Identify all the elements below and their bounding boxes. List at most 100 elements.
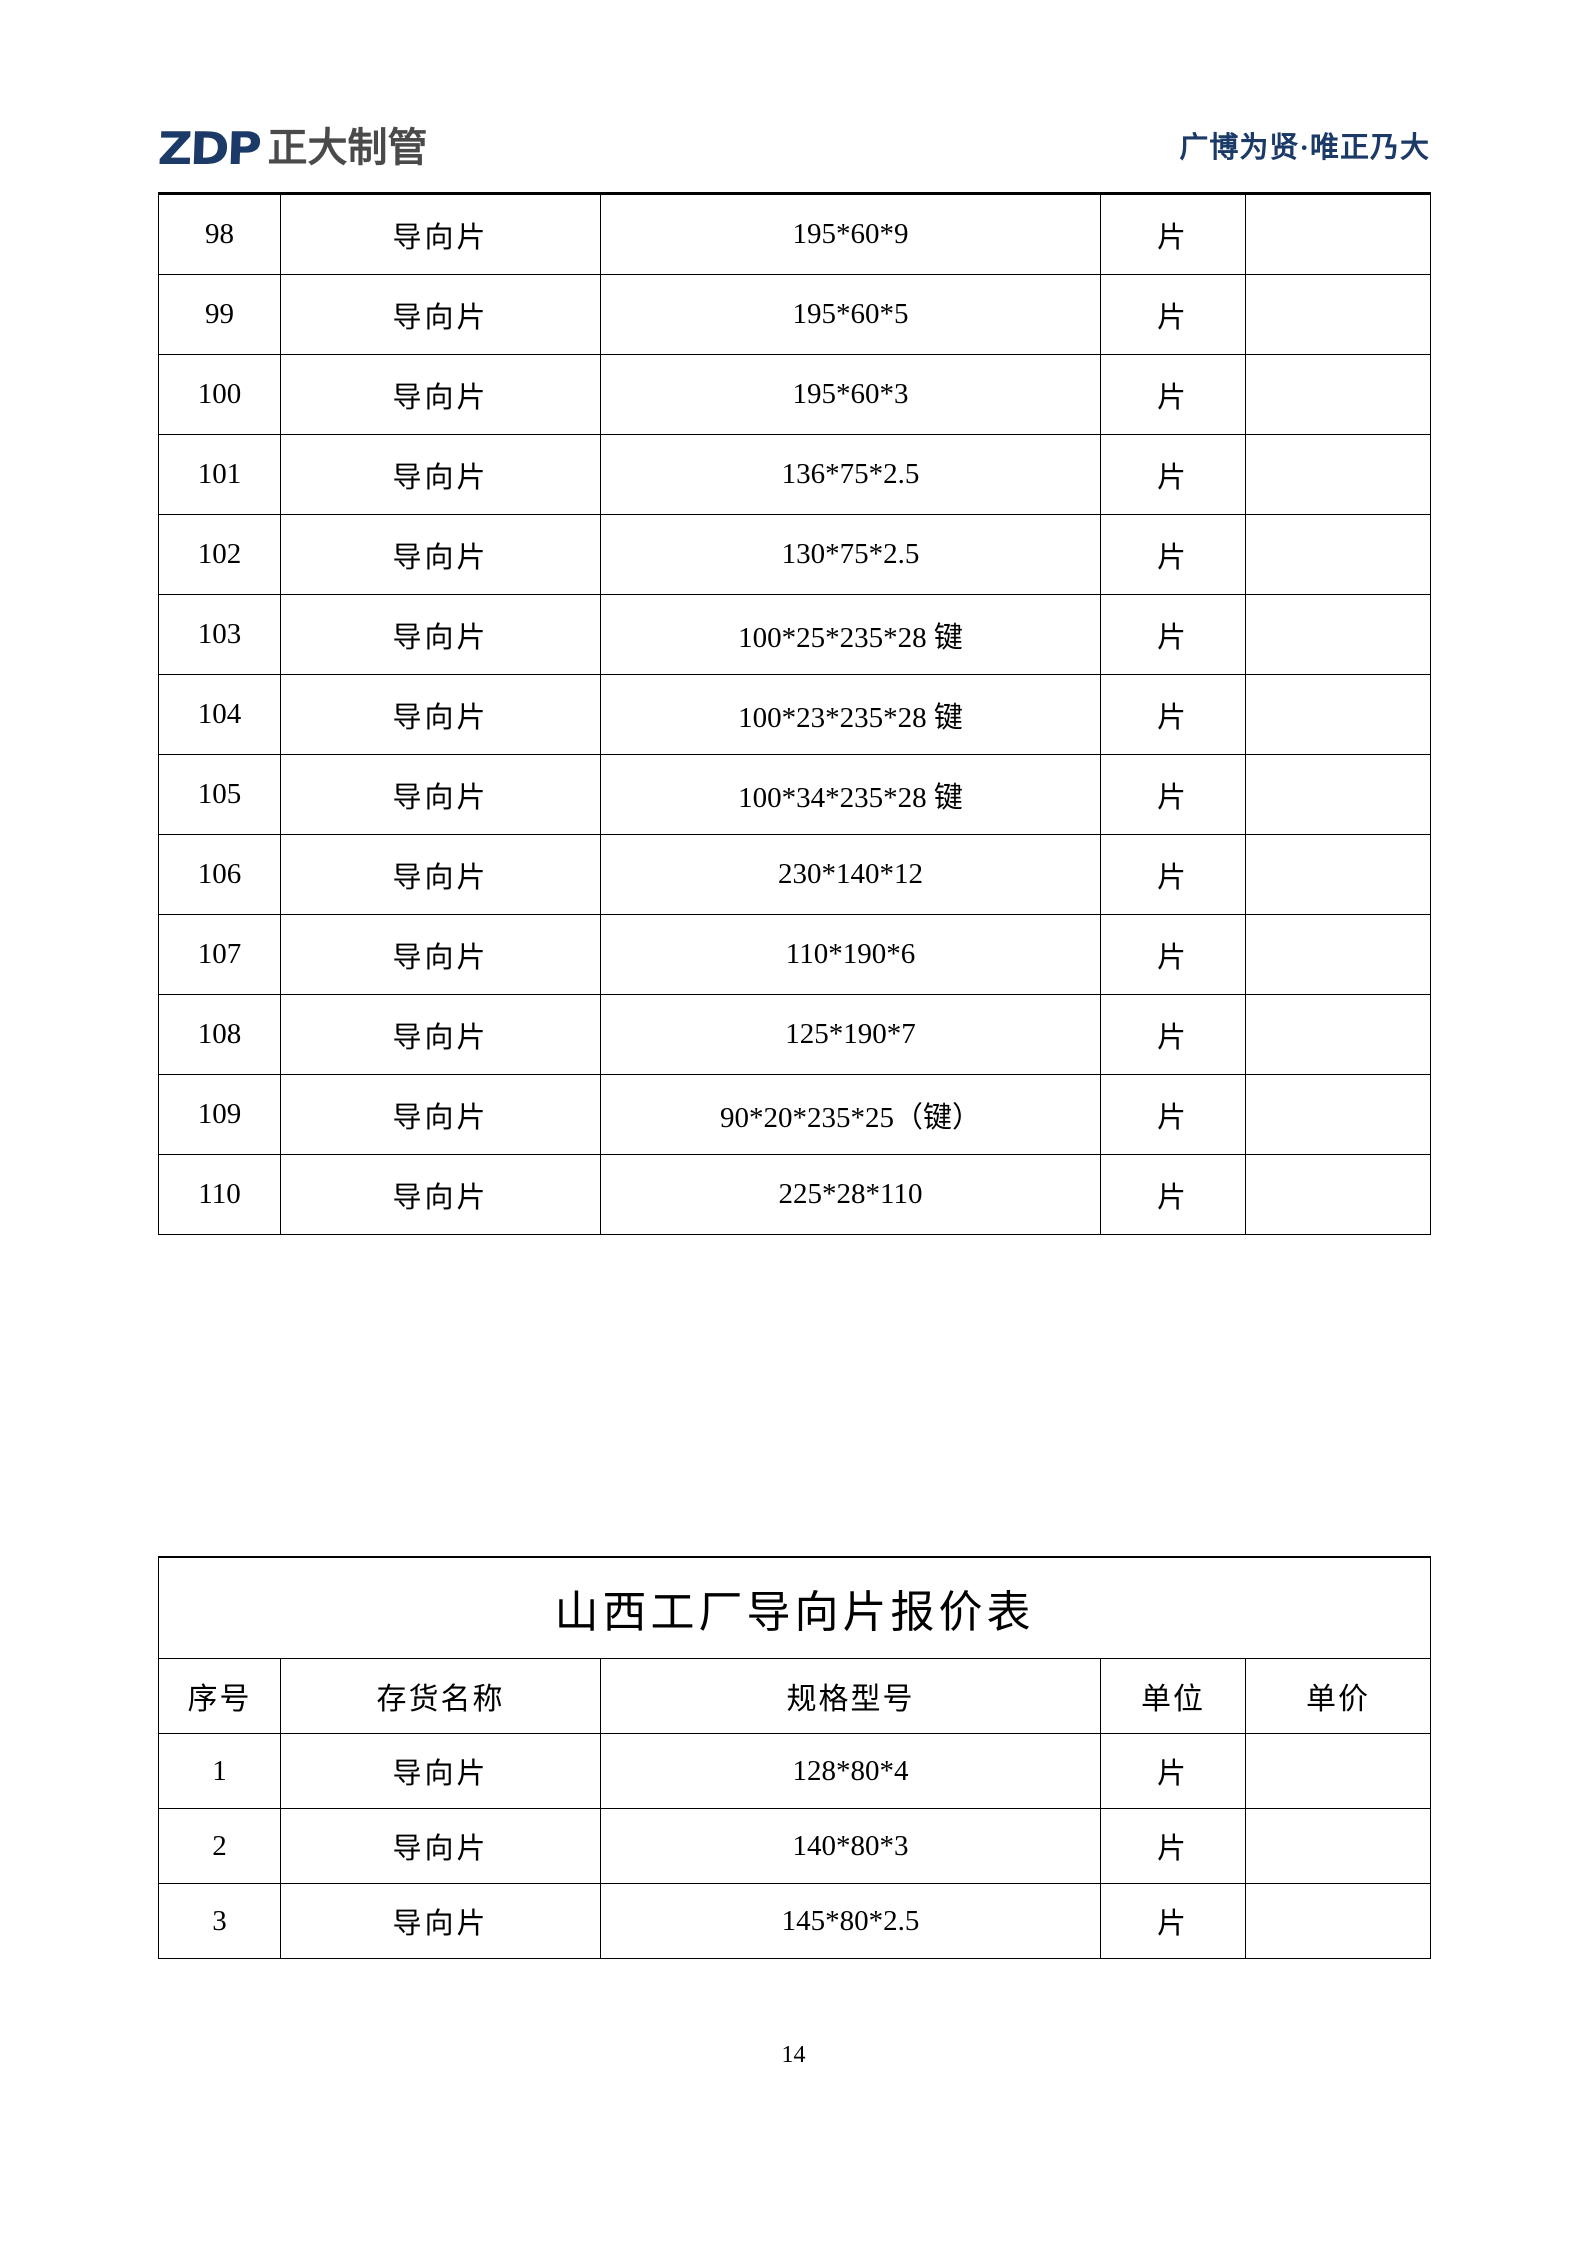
cell-index: 101: [158, 434, 281, 515]
cell-unit-price: [1245, 674, 1431, 755]
cell-unit-price: [1245, 834, 1431, 915]
cell-unit: 片: [1100, 192, 1246, 275]
cell-unit-price: [1244, 1733, 1432, 1809]
cell-unit: 片: [1100, 1074, 1246, 1155]
company-slogan: 广博为贤·唯正乃大: [1179, 131, 1430, 164]
cell-index: 102: [158, 514, 281, 595]
quotation-table-shanxi: 山西工厂导向片报价表 序号 存货名称 规格型号 单位 单价 1 导向片 128*80…: [157, 1556, 1432, 1959]
table-title: 山西工厂导向片报价表: [157, 1556, 1432, 1659]
cell-index: 106: [158, 834, 281, 915]
cell-spec: 100*34*235*28 键: [600, 754, 1101, 835]
cell-unit: 片: [1100, 1154, 1246, 1235]
cell-unit: 片: [1100, 674, 1246, 755]
cell-item-name: 导向片: [280, 1808, 601, 1884]
cell-spec: 110*190*6: [600, 914, 1101, 995]
cell-item-name: 导向片: [280, 274, 601, 355]
cell-item-name: 导向片: [280, 434, 601, 515]
cell-index: 105: [158, 754, 281, 835]
cell-spec: 136*75*2.5: [600, 434, 1101, 515]
cell-index: 3: [158, 1883, 281, 1959]
cell-item-name: 导向片: [280, 354, 601, 435]
table-row: 1 导向片 128*80*4 片: [158, 1733, 1432, 1809]
cell-index: 110: [158, 1154, 281, 1235]
table-row: 3 导向片 145*80*2.5 片: [158, 1883, 1432, 1959]
cell-index: 98: [158, 192, 281, 275]
column-header-unit: 单位: [1100, 1658, 1246, 1734]
cell-spec: 130*75*2.5: [600, 514, 1101, 595]
table-title-row: 山西工厂导向片报价表: [157, 1556, 1432, 1659]
cell-unit: 片: [1100, 1733, 1246, 1809]
cell-unit-price: [1245, 994, 1431, 1075]
cell-item-name: 导向片: [280, 674, 601, 755]
zdp-wordmark-icon: ZDP: [157, 121, 261, 175]
table-row: 2 导向片 140*80*3 片: [158, 1808, 1432, 1884]
table-row: 108 导向片 125*190*7 片: [158, 994, 1431, 1075]
cell-spec: 195*60*3: [600, 354, 1101, 435]
cell-unit: 片: [1100, 594, 1246, 675]
cell-spec: 230*140*12: [600, 834, 1101, 915]
table-body: 山西工厂导向片报价表 序号 存货名称 规格型号 单位 单价 1 导向片 128*80…: [157, 1556, 1432, 1959]
cell-item-name: 导向片: [280, 594, 601, 675]
cell-unit-price: [1245, 274, 1431, 355]
cell-unit-price: [1245, 594, 1431, 675]
table-row: 101 导向片 136*75*2.5 片: [158, 434, 1431, 515]
cell-index: 100: [158, 354, 281, 435]
cell-index: 107: [158, 914, 281, 995]
table-header-row: 序号 存货名称 规格型号 单位 单价: [158, 1658, 1432, 1734]
company-name-label: 正大制管: [267, 125, 428, 171]
cell-unit-price: [1245, 354, 1431, 435]
table-row: 99 导向片 195*60*5 片: [158, 274, 1431, 355]
cell-unit: 片: [1100, 514, 1246, 595]
cell-unit: 片: [1100, 754, 1246, 835]
cell-item-name: 导向片: [280, 1733, 601, 1809]
cell-item-name: 导向片: [280, 754, 601, 835]
cell-item-name: 导向片: [280, 994, 601, 1075]
cell-unit-price: [1245, 754, 1431, 835]
cell-unit: 片: [1100, 1883, 1246, 1959]
column-header-unit-price: 单价: [1244, 1658, 1432, 1734]
cell-item-name: 导向片: [280, 914, 601, 995]
cell-unit: 片: [1100, 434, 1246, 515]
cell-unit-price: [1245, 914, 1431, 995]
cell-index: 99: [158, 274, 281, 355]
cell-spec: 128*80*4: [600, 1733, 1101, 1809]
cell-index: 1: [158, 1733, 281, 1809]
cell-unit-price: [1245, 434, 1431, 515]
cell-unit: 片: [1100, 274, 1246, 355]
cell-unit-price: [1245, 192, 1431, 275]
table-row: 103 导向片 100*25*235*28 键片: [158, 594, 1431, 675]
cell-item-name: 导向片: [280, 1883, 601, 1959]
table-row: 98 导向片 195*60*9 片: [158, 192, 1431, 275]
cell-item-name: 导向片: [280, 192, 601, 275]
cell-index: 103: [158, 594, 281, 675]
cell-item-name: 导向片: [280, 1154, 601, 1235]
cell-spec: 195*60*5: [600, 274, 1101, 355]
cell-spec: 145*80*2.5: [600, 1883, 1101, 1959]
table-body: 98 导向片 195*60*9 片 99 导向片 195*60*5 片 100 导向片 195*60…: [158, 192, 1431, 1235]
cell-index: 104: [158, 674, 281, 755]
column-header-index: 序号: [158, 1658, 281, 1734]
table-row: 102 导向片 130*75*2.5 片: [158, 514, 1431, 595]
cell-unit: 片: [1100, 834, 1246, 915]
cell-item-name: 导向片: [280, 834, 601, 915]
cell-index: 2: [158, 1808, 281, 1884]
cell-spec: 195*60*9: [600, 192, 1101, 275]
company-logo: ZDP 正大制管: [157, 112, 428, 184]
cell-spec: 90*20*235*25（键）: [600, 1074, 1101, 1155]
table-row: 104 导向片 100*23*235*28 键片: [158, 674, 1431, 755]
cell-unit: 片: [1100, 354, 1246, 435]
cell-unit: 片: [1100, 914, 1246, 995]
table-row: 100 导向片 195*60*3 片: [158, 354, 1431, 435]
column-header-item-name: 存货名称: [280, 1658, 601, 1734]
cell-spec: 100*23*235*28 键: [600, 674, 1101, 755]
cell-index: 109: [158, 1074, 281, 1155]
document-header: ZDP 正大制管 广博为贤·唯正乃大: [157, 112, 1430, 184]
table-row: 106 导向片 230*140*12 片: [158, 834, 1431, 915]
cell-item-name: 导向片: [280, 1074, 601, 1155]
quotation-table-continued: 98 导向片 195*60*9 片 99 导向片 195*60*5 片 100 导向片 195*60…: [158, 192, 1431, 1235]
cell-spec: 100*25*235*28 键: [600, 594, 1101, 675]
cell-spec: 140*80*3: [600, 1808, 1101, 1884]
cell-unit-price: [1244, 1808, 1432, 1884]
cell-unit: 片: [1100, 1808, 1246, 1884]
